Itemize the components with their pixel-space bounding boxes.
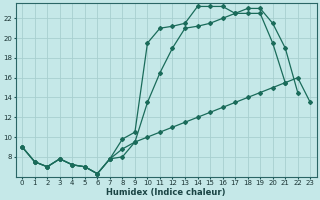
X-axis label: Humidex (Indice chaleur): Humidex (Indice chaleur) <box>107 188 226 197</box>
